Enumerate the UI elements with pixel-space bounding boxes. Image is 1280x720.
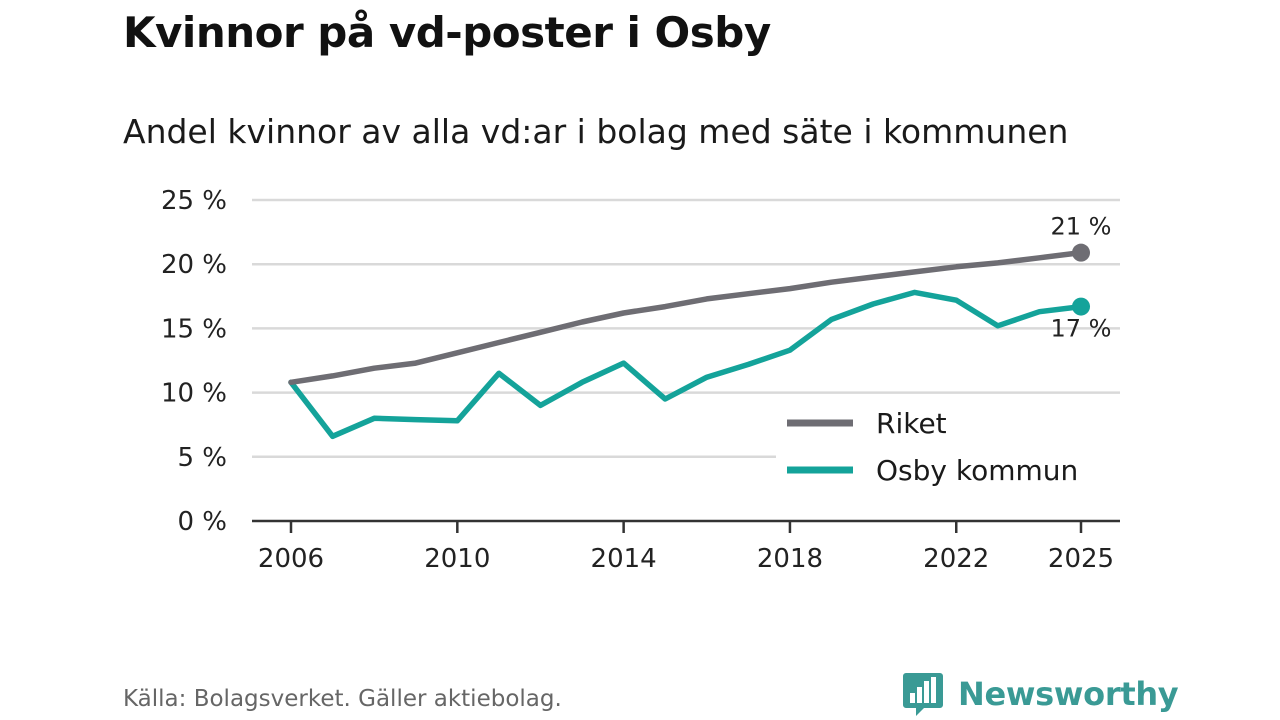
brand-logo[interactable]: Newsworthy (902, 670, 1179, 718)
y-tick-label: 5 % (177, 443, 227, 473)
x-tick-label: 2025 (1048, 544, 1114, 574)
series-line-osby (288, 289, 1084, 440)
y-tick-label: 20 % (161, 250, 227, 280)
series-endpoint-riket (1072, 243, 1090, 262)
legend-background (776, 400, 1120, 500)
data-labels: 21 % 17 % (1051, 213, 1112, 343)
legend: Riket Osby kommun (776, 400, 1120, 500)
y-tick-label: 25 % (161, 186, 227, 216)
end-label-riket: 21 % (1051, 213, 1112, 241)
x-tick-label: 2006 (258, 544, 324, 574)
series-lines (288, 243, 1090, 440)
x-axis: 2006 2010 2014 2018 2022 2025 (252, 519, 1120, 574)
source-note: Källa: Bolagsverket. Gäller aktiebolag. (123, 686, 562, 712)
x-tick-label: 2018 (757, 544, 823, 574)
line-chart: 0 %5 %10 %15 %20 %25 % 2006 2010 2014 2018 2… (161, 186, 1120, 574)
y-tick-label: 0 % (177, 507, 227, 537)
chart-title: Kvinnor på vd-poster i Osby (123, 8, 771, 57)
legend-label-osby: Osby kommun (876, 454, 1078, 487)
x-tick-label: 2022 (923, 544, 989, 574)
end-label-osby: 17 % (1051, 315, 1112, 343)
y-tick-label: 10 % (161, 379, 227, 409)
series-endpoint-osby (1072, 297, 1090, 316)
chart-subtitle: Andel kvinnor av alla vd:ar i bolag med … (123, 112, 1069, 151)
bar-chart-logo-icon (903, 673, 943, 716)
x-tick-label: 2014 (591, 544, 657, 574)
y-tick-label: 15 % (161, 314, 227, 344)
series-line-riket (288, 249, 1084, 386)
x-tick-label: 2010 (424, 544, 490, 574)
legend-label-riket: Riket (876, 407, 947, 440)
brand-name: Newsworthy (958, 675, 1179, 713)
